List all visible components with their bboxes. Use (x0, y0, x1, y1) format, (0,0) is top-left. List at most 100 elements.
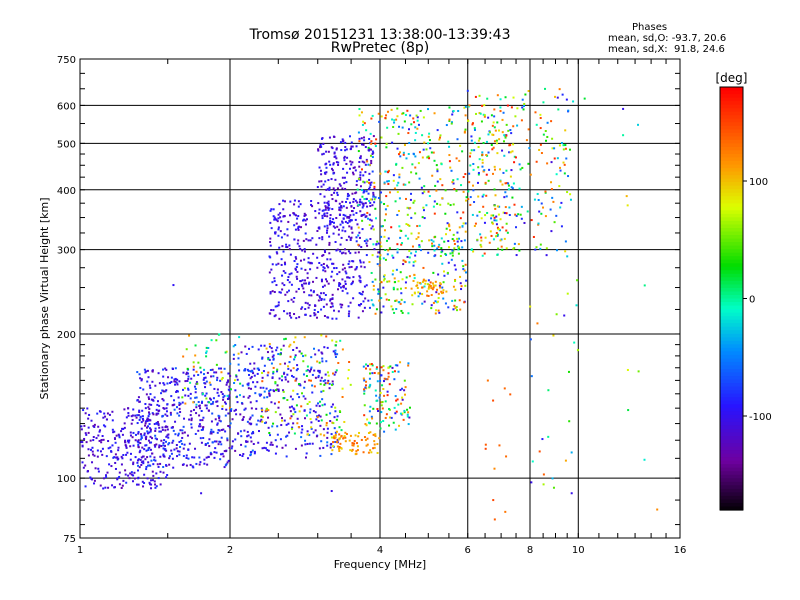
data-point (521, 98, 524, 101)
data-point (396, 243, 399, 246)
data-point (98, 430, 101, 433)
data-point (473, 141, 476, 144)
data-point (560, 201, 563, 204)
data-point (341, 200, 344, 203)
colorbar-segment (720, 168, 743, 173)
data-point (110, 465, 113, 468)
data-point (414, 155, 417, 158)
data-point (317, 202, 320, 205)
data-point (170, 376, 173, 379)
data-point (372, 407, 375, 410)
data-point (326, 431, 329, 434)
data-point (395, 299, 398, 302)
data-point (315, 435, 318, 438)
data-point (150, 441, 153, 444)
data-point (343, 435, 346, 438)
data-point (127, 414, 130, 417)
data-point (342, 205, 345, 208)
data-point (155, 443, 158, 446)
data-point (444, 252, 447, 255)
data-point (392, 288, 395, 291)
data-point (209, 369, 212, 372)
data-point (339, 303, 342, 306)
data-point (363, 198, 366, 201)
colorbar-segment (720, 326, 743, 331)
data-point (163, 407, 166, 410)
data-point (382, 305, 385, 308)
data-point (223, 466, 226, 469)
data-point (321, 398, 324, 401)
data-point (137, 439, 140, 442)
data-point (318, 405, 321, 408)
data-point (164, 448, 167, 451)
data-point (437, 297, 440, 300)
data-point (453, 242, 456, 245)
data-point (434, 235, 437, 238)
data-point (490, 217, 493, 220)
data-point (368, 181, 371, 184)
data-point (293, 313, 296, 316)
data-point (370, 198, 373, 201)
colorbar-segment (720, 319, 743, 324)
data-point (156, 403, 159, 406)
data-point (168, 457, 171, 460)
data-point (166, 403, 169, 406)
data-point (151, 369, 154, 372)
data-point (379, 391, 382, 394)
data-point (320, 264, 323, 267)
data-point (331, 262, 334, 265)
y-tick-label: 100 (57, 474, 76, 485)
data-point (150, 459, 153, 462)
data-point (355, 211, 358, 214)
data-point (340, 236, 343, 239)
data-point (406, 415, 409, 418)
data-point (546, 162, 549, 165)
data-point (278, 291, 281, 294)
data-point (461, 259, 464, 262)
data-point (447, 261, 450, 264)
data-point (276, 220, 279, 223)
data-point (160, 439, 163, 442)
data-point (310, 294, 313, 297)
data-point (220, 378, 223, 381)
data-point (297, 228, 300, 231)
data-point (321, 360, 324, 363)
data-point (428, 139, 431, 142)
data-point (268, 358, 271, 361)
data-point (371, 114, 374, 117)
data-point (285, 243, 288, 246)
data-point (299, 384, 302, 387)
data-point (419, 281, 422, 284)
data-point (512, 125, 515, 128)
colorbar-segment (720, 277, 743, 282)
data-point (350, 145, 353, 148)
data-point (316, 293, 319, 296)
data-point (139, 458, 142, 461)
data-point (86, 407, 89, 410)
data-point (332, 162, 335, 165)
data-point (107, 486, 110, 489)
colorbar-segment (720, 199, 743, 204)
data-point (370, 162, 373, 165)
data-point (336, 194, 339, 197)
data-point (297, 426, 300, 429)
data-point (351, 171, 354, 174)
data-point (247, 382, 250, 385)
data-point (111, 428, 114, 431)
data-point (94, 467, 97, 470)
data-point (484, 181, 487, 184)
data-point (458, 237, 461, 240)
data-point (303, 212, 306, 215)
data-point (363, 181, 366, 184)
colorbar-segment (720, 256, 743, 261)
data-point (305, 374, 308, 377)
data-point (147, 464, 150, 467)
data-point (238, 394, 241, 397)
data-point (399, 361, 402, 364)
data-point (140, 427, 143, 430)
data-point (422, 209, 425, 212)
data-point (338, 206, 341, 209)
data-point (426, 156, 429, 159)
data-point (85, 433, 88, 436)
data-point (349, 214, 352, 217)
